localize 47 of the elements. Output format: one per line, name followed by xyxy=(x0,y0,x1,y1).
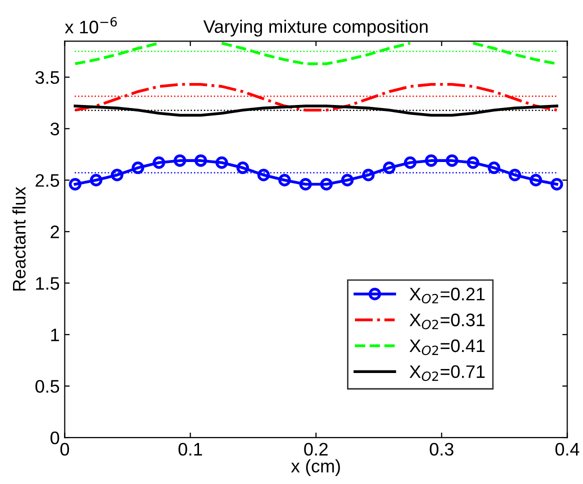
line-series xyxy=(74,82,558,112)
point xyxy=(446,154,458,167)
point xyxy=(68,178,82,191)
point xyxy=(320,178,333,191)
point xyxy=(216,156,228,169)
point xyxy=(362,168,375,182)
point xyxy=(174,154,186,167)
point xyxy=(278,174,291,186)
legend-label: X$_{O2}$=0.21 xyxy=(410,288,485,304)
point xyxy=(404,156,416,169)
y-tick-label: 2.5 xyxy=(36,174,60,187)
y-tick-label: 0 xyxy=(50,431,60,444)
y-tick-label: 0.5 xyxy=(35,380,60,393)
text: x 10$^{−6}$ xyxy=(64,17,117,34)
x-tick-label: 0.4 xyxy=(555,442,580,456)
y-axis-title: Reactant flux xyxy=(12,186,26,291)
point xyxy=(550,178,564,191)
point xyxy=(152,156,166,169)
point xyxy=(466,156,480,169)
chart-title: Varying mixture composition xyxy=(203,20,428,37)
legend-label: X$_{O2}$=0.31 xyxy=(410,314,485,330)
x-axis-title: x (cm) xyxy=(291,459,340,476)
point xyxy=(299,178,312,191)
point xyxy=(132,162,144,174)
point xyxy=(341,174,354,186)
point xyxy=(382,162,396,174)
legend-label: X$_{O2}$=0.41 xyxy=(410,339,485,356)
x-tick-label: 0.2 xyxy=(304,442,328,456)
point xyxy=(530,174,542,186)
point xyxy=(194,154,208,167)
y-tick-label: 2 xyxy=(50,226,59,238)
x-tick-label: 0 xyxy=(60,442,70,456)
point xyxy=(90,174,102,186)
y-tick-label: 3.5 xyxy=(35,71,60,84)
point xyxy=(110,168,124,182)
y-tick-label: 1.5 xyxy=(36,277,60,290)
y-tick-label: 1 xyxy=(51,328,59,342)
line-series xyxy=(74,104,558,117)
y-tick-label: 3 xyxy=(50,122,60,136)
x-tick-label: 0.1 xyxy=(178,442,202,456)
point xyxy=(508,168,522,182)
legend-label: X$_{O2}$=0.71 xyxy=(410,365,485,382)
point xyxy=(488,162,500,174)
point xyxy=(257,168,270,182)
point xyxy=(236,162,249,174)
x-tick-label: 0.3 xyxy=(430,442,454,456)
point xyxy=(424,154,438,167)
